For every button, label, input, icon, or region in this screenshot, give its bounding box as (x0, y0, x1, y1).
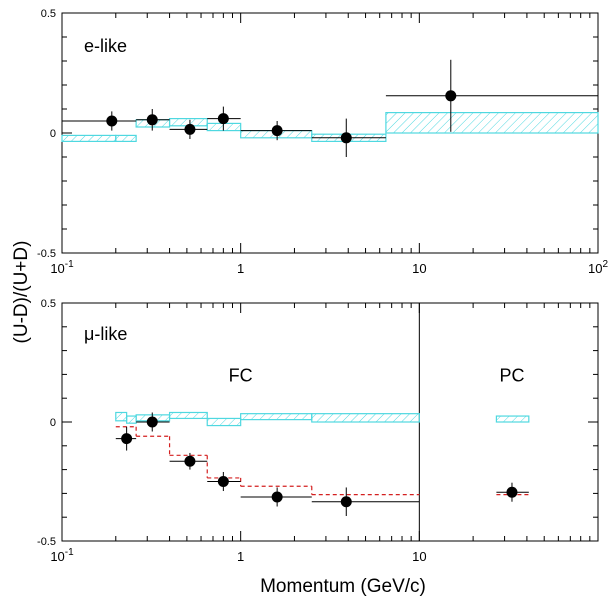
mc-no-osc-box (115, 411, 128, 422)
y-axis-label: (U-D)/(U+D) (11, 241, 32, 344)
data-point (184, 455, 196, 467)
mc-no-osc-box (115, 134, 137, 142)
mc-no-osc-box (240, 413, 313, 421)
data-point (271, 125, 283, 137)
x-tick-label: 10-1 (50, 259, 74, 276)
data-point (506, 486, 518, 498)
x-tick-label: 10-1 (50, 547, 74, 564)
data-point (217, 476, 229, 487)
data-point (445, 90, 457, 102)
data-point (340, 132, 352, 144)
data-point (146, 416, 158, 428)
region-label: FC (229, 366, 253, 386)
y-tick-label: 0.5 (41, 8, 56, 20)
x-tick-label: 102 (588, 259, 608, 276)
panel-label: μ-like (84, 324, 127, 344)
y-tick-label: 0 (50, 128, 56, 140)
x-tick-label: 10 (412, 261, 426, 276)
data-point (271, 491, 283, 503)
data-point (106, 115, 118, 127)
mc-no-osc-box (206, 122, 242, 132)
y-tick-label: 0 (50, 417, 56, 429)
x-tick-label: 1 (237, 549, 244, 564)
mc-no-osc-box (385, 111, 599, 134)
mc-no-osc-box (495, 415, 530, 423)
panel-label: e-like (84, 36, 127, 56)
mc-no-osc-box (206, 417, 242, 427)
mc-no-osc-box (168, 411, 208, 420)
mc-no-osc-box (126, 415, 137, 424)
data-point (121, 433, 133, 445)
y-tick-label: -0.5 (37, 248, 56, 260)
x-tick-label: 10 (412, 549, 426, 564)
panel-e-like: 0.5 0 -0.510-1 1 10 102 e-like (37, 8, 608, 276)
x-axis-label: Momentum (GeV/c) (260, 576, 426, 597)
data-point (217, 113, 229, 125)
x-tick-label: 1 (237, 261, 244, 276)
data-point (184, 123, 196, 135)
panel-mu-like: 0.5 0 -0.510-1 1 10 μ-like FC PC (37, 298, 599, 564)
mc-no-osc-box (311, 413, 420, 423)
y-tick-label: 0.5 (41, 298, 56, 310)
region-label: PC (499, 366, 524, 386)
data-point (146, 114, 158, 126)
data-point (340, 496, 352, 508)
mc-no-osc-box (61, 134, 117, 142)
y-tick-label: -0.5 (37, 536, 56, 548)
